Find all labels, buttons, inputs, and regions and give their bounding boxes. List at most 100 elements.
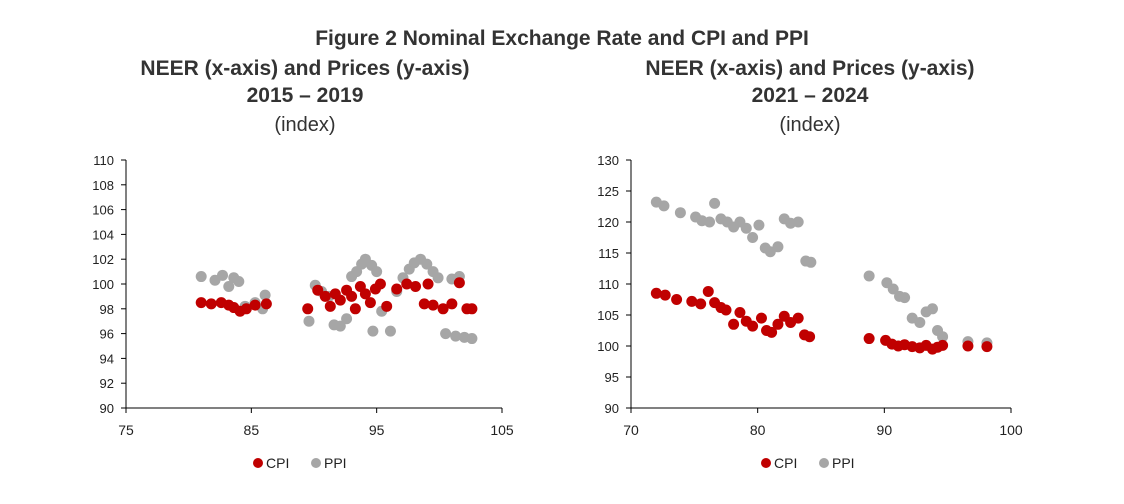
- cpi-point: [755, 312, 767, 324]
- cpi-point: [702, 285, 714, 297]
- chart-title-left: NEER (x-axis) and Prices (y-axis): [140, 57, 470, 80]
- cpi-point: [728, 318, 740, 330]
- cpi-point: [659, 289, 671, 301]
- chart-subtitle-right: 2021 – 2024: [751, 84, 869, 107]
- x-tick-label: 85: [244, 422, 260, 438]
- chart-title-right: NEER (x-axis) and Prices (y-axis): [645, 57, 975, 80]
- y-tick-label: 100: [597, 339, 619, 354]
- ppi-point: [421, 258, 433, 270]
- cpi-point: [962, 340, 974, 352]
- y-tick-label: 120: [597, 215, 619, 230]
- cpi-point: [260, 298, 272, 310]
- ppi-legend-marker: [311, 458, 321, 468]
- cpi-point: [671, 294, 683, 305]
- cpi-point: [401, 278, 413, 290]
- ppi-point: [450, 330, 462, 342]
- ppi-point: [371, 266, 383, 278]
- ppi-point: [863, 270, 875, 282]
- ppi-point: [709, 197, 721, 209]
- cpi-point: [446, 298, 458, 310]
- ppi-point: [367, 325, 379, 337]
- chart-unit-right: (index): [779, 114, 841, 136]
- ppi-point: [740, 222, 752, 234]
- cpi-point: [195, 297, 207, 309]
- cpi-point: [792, 312, 804, 324]
- cpi-point: [437, 303, 449, 315]
- y-tick-label: 96: [100, 327, 114, 342]
- ppi-point: [887, 283, 899, 295]
- cpi-point: [747, 320, 759, 332]
- ppi-point: [772, 241, 784, 253]
- cpi-point: [391, 283, 403, 295]
- ppi-point: [334, 320, 346, 332]
- y-tick-label: 94: [100, 351, 114, 366]
- ppi-point: [223, 280, 235, 292]
- y-tick-label: 90: [100, 401, 114, 416]
- ppi-point: [303, 315, 315, 327]
- x-tick-label: 75: [118, 422, 134, 438]
- cpi-point: [410, 280, 422, 292]
- cpi-point: [981, 341, 993, 353]
- cpi-point: [804, 331, 816, 343]
- ppi-point: [747, 232, 759, 243]
- cpi-point: [312, 284, 324, 296]
- ppi-point: [466, 333, 478, 345]
- x-tick-label: 90: [877, 422, 893, 438]
- ppi-point: [233, 276, 245, 288]
- cpi-point: [650, 287, 662, 299]
- ppi-point: [914, 316, 926, 328]
- y-tick-label: 90: [605, 401, 619, 416]
- ppi-point: [440, 328, 452, 340]
- ppi-point: [805, 256, 817, 268]
- ppi-point: [792, 216, 804, 228]
- cpi-point: [418, 298, 430, 310]
- cpi-point: [381, 300, 393, 312]
- cpi-point: [374, 278, 386, 290]
- cpi-point: [346, 290, 358, 302]
- cpi-point: [695, 298, 707, 310]
- y-tick-label: 130: [597, 153, 619, 168]
- y-tick-label: 110: [93, 153, 114, 168]
- x-tick-label: 70: [623, 422, 639, 438]
- chart-unit-left: (index): [274, 114, 336, 136]
- ppi-point: [926, 303, 938, 315]
- ppi-legend-label: PPI: [832, 455, 855, 471]
- cpi-legend-label: CPI: [774, 455, 797, 471]
- y-tick-label: 104: [92, 227, 114, 242]
- cpi-point: [937, 339, 949, 351]
- y-tick-label: 108: [92, 178, 114, 193]
- y-tick-label: 106: [92, 203, 114, 218]
- figure-title: Figure 2 Nominal Exchange Rate and CPI a…: [315, 27, 809, 50]
- cpi-point: [205, 298, 217, 310]
- cpi-point: [766, 326, 778, 338]
- x-tick-label: 100: [999, 422, 1023, 438]
- x-tick-label: 105: [490, 422, 514, 438]
- cpi-legend-label: CPI: [266, 455, 289, 471]
- ppi-point: [432, 272, 444, 284]
- y-tick-label: 125: [597, 184, 619, 199]
- ppi-point: [899, 292, 911, 304]
- ppi-legend-label: PPI: [324, 455, 347, 471]
- cpi-point: [240, 303, 252, 315]
- cpi-point: [466, 303, 478, 315]
- cpi-point: [772, 318, 784, 330]
- ppi-point: [259, 289, 271, 301]
- cpi-point: [863, 333, 875, 345]
- y-tick-label: 115: [598, 246, 619, 261]
- cpi-point: [734, 307, 746, 319]
- chart-panel-right: NEER (x-axis) and Prices (y-axis) 2021 –…: [600, 54, 1020, 504]
- ppi-point: [341, 313, 353, 325]
- cpi-point: [364, 297, 376, 309]
- cpi-point: [427, 299, 439, 311]
- ppi-point: [937, 331, 949, 343]
- chart-panel-left: NEER (x-axis) and Prices (y-axis) 2015 –…: [95, 54, 515, 504]
- cpi-point: [249, 299, 261, 311]
- ppi-point: [195, 271, 207, 283]
- ppi-point: [674, 207, 686, 219]
- ppi-point: [704, 216, 716, 228]
- cpi-legend-marker: [761, 458, 771, 468]
- ppi-point: [658, 200, 670, 212]
- x-tick-label: 80: [750, 422, 766, 438]
- y-tick-label: 98: [100, 302, 114, 317]
